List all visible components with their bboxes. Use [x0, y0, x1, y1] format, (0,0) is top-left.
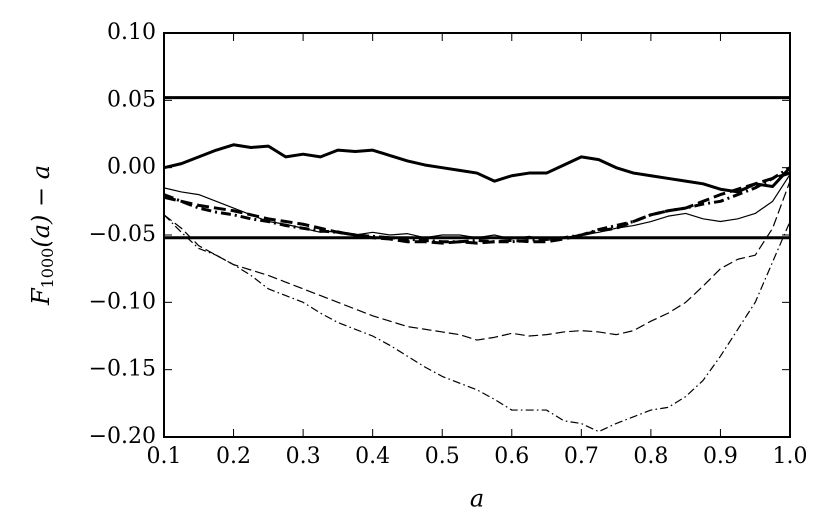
y-label-main: F	[27, 287, 55, 306]
x-tick-label: 0.4	[355, 444, 390, 469]
x-tick-label: 0.1	[147, 444, 182, 469]
data-line	[163, 143, 792, 194]
x-tick-label: 0.9	[703, 444, 738, 469]
y-label-rest: (a) − a	[27, 165, 55, 248]
x-tick-label: 0.3	[286, 444, 321, 469]
x-tick-label: 0.5	[425, 444, 460, 469]
x-tick-label: 0.8	[633, 444, 668, 469]
y-label-sub: 1000	[38, 248, 57, 289]
y-tick-label: −0.20	[89, 424, 156, 449]
data-line	[163, 166, 791, 244]
x-tick-label: 1.0	[773, 444, 808, 469]
x-axis-label: a	[470, 485, 484, 513]
y-tick-label: −0.10	[89, 289, 156, 314]
y-tick-label: 0.05	[107, 87, 156, 112]
data-line	[163, 174, 791, 241]
x-tick-label: 0.7	[564, 444, 599, 469]
y-tick-label: 0.00	[107, 155, 156, 180]
x-tick-label: 0.6	[494, 444, 529, 469]
y-tick-label: 0.10	[107, 20, 156, 45]
y-tick-label: −0.15	[89, 357, 156, 382]
y-axis-label: F1000(a) − a	[27, 165, 57, 306]
x-tick-label: 0.2	[216, 444, 251, 469]
y-tick-label: −0.05	[89, 222, 156, 247]
data-line	[163, 180, 791, 341]
plot-frame	[163, 32, 791, 438]
data-line	[163, 171, 791, 245]
data-line	[163, 214, 791, 433]
